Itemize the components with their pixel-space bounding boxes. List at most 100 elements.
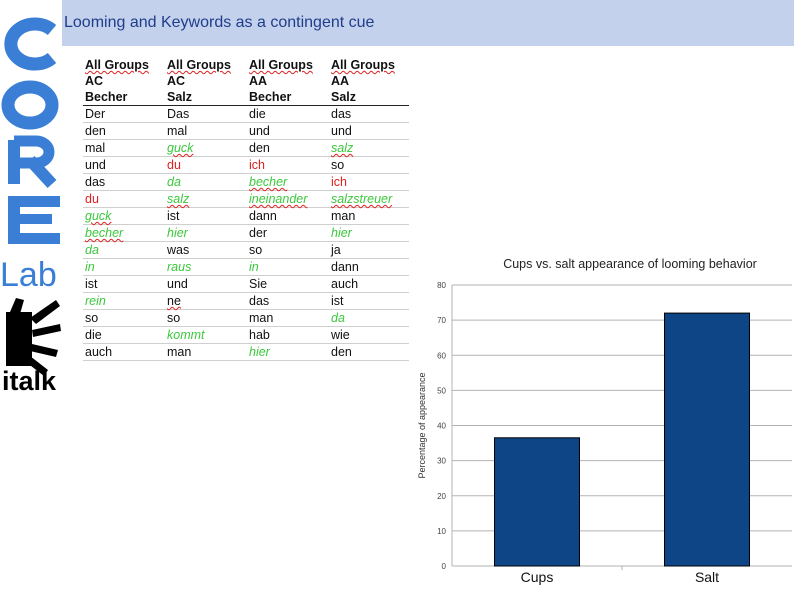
table-cell: so [327, 156, 409, 174]
table-header-cell: All Groups [249, 58, 313, 72]
table-cell: salz [327, 139, 409, 157]
y-tick-label: 20 [437, 492, 446, 501]
table-cell: in [245, 258, 327, 276]
bar-salt [664, 312, 750, 567]
table-header-cell: All Groups [85, 58, 149, 72]
table-header-row: All Groups All Groups All Groups All Groups [83, 57, 409, 73]
table-cell: guck [163, 139, 245, 157]
table-cell: raus [163, 258, 245, 276]
table-cell: hier [163, 224, 245, 242]
table-cell: ist [83, 275, 163, 293]
logo-graphic [1, 17, 61, 376]
y-tick-label: 70 [437, 316, 446, 325]
table-cell: ist [327, 292, 409, 310]
table-cell: Der [83, 105, 163, 123]
table-cell: da [83, 241, 163, 259]
looming-bar-chart: Cups vs. salt appearance of looming beha… [417, 257, 792, 585]
table-cell: ineinander [245, 190, 327, 208]
table-header-cell: AA [331, 74, 350, 88]
table-cell: die [83, 326, 163, 344]
table-cell: da [163, 173, 245, 191]
title-bar: Looming and Keywords as a contingent cue [62, 0, 794, 46]
y-axis-label: Percentage of appearance [417, 372, 427, 478]
table-cell: dann [245, 207, 327, 225]
table-cell: du [163, 156, 245, 174]
table-cell: hier [327, 224, 409, 242]
table-row: in raus in dann [83, 258, 409, 276]
table-row: Der Das die das [83, 105, 409, 123]
table-header-cell: AC [85, 74, 104, 88]
table-cell: den [245, 139, 327, 157]
x-tick-label: Salt [695, 569, 719, 585]
table-cell: du [83, 190, 163, 208]
y-tick-label: 60 [437, 351, 446, 360]
table-cell: ist [163, 207, 245, 225]
table-row: guck ist dann man [83, 207, 409, 225]
table-cell: und [163, 275, 245, 293]
table-row: da was so ja [83, 241, 409, 259]
table-cell: dann [327, 258, 409, 276]
table-header-cell: AA [249, 74, 268, 88]
table-cell: den [327, 343, 409, 361]
table-header-cell: AC [167, 74, 186, 88]
table-row: becher hier der hier [83, 224, 409, 242]
table-cell: das [245, 292, 327, 310]
table-cell: in [83, 258, 163, 276]
table-header-cell: All Groups [331, 58, 395, 72]
table-cell: man [327, 207, 409, 225]
chart-title: Cups vs. salt appearance of looming beha… [503, 257, 757, 271]
table-cell: salz [163, 190, 245, 208]
table-row: auch man hier den [83, 343, 409, 361]
table-cell: ne [163, 292, 245, 310]
table-cell: becher [83, 224, 163, 242]
table-cell: und [83, 156, 163, 174]
table-header-cell: Becher [83, 89, 163, 106]
table-cell: ich [245, 156, 327, 174]
table-cell: guck [83, 207, 163, 225]
table-cell: salzstreuer [327, 190, 409, 208]
keyword-table-wrap: All Groups All Groups All Groups All Groups… [83, 57, 409, 361]
table-cell: so [245, 241, 327, 259]
table-row: ist und Sie auch [83, 275, 409, 293]
table-row: die kommt hab wie [83, 326, 409, 344]
table-header-row: AC AC AA AA [83, 73, 409, 89]
y-tick-label: 10 [437, 527, 446, 536]
core-lab-logo: Lab italk [0, 0, 62, 400]
y-tick-label: 80 [437, 281, 446, 290]
table-cell: der [245, 224, 327, 242]
table-cell: mal [83, 139, 163, 157]
table-cell: die [245, 105, 327, 123]
table-row: den mal und und [83, 122, 409, 140]
table-cell: auch [83, 343, 163, 361]
table-cell: Das [163, 105, 245, 123]
table-cell: ich [327, 173, 409, 191]
table-cell: und [245, 122, 327, 140]
table-header-row: Becher Salz Becher Salz [83, 89, 409, 106]
table-cell: wie [327, 326, 409, 344]
table-row: mal guck den salz [83, 139, 409, 157]
table-cell: den [83, 122, 163, 140]
table-header-cell: Becher [245, 89, 327, 106]
table-cell: man [245, 309, 327, 327]
table-header-cell: All Groups [167, 58, 231, 72]
table-row: so so man da [83, 309, 409, 327]
table-header-cell: Salz [163, 89, 245, 106]
table-cell: hab [245, 326, 327, 344]
table-cell: so [83, 309, 163, 327]
table-cell: becher [245, 173, 327, 191]
slide-title: Looming and Keywords as a contingent cue [64, 14, 375, 31]
y-tick-label: 50 [437, 386, 446, 395]
table-cell: so [163, 309, 245, 327]
table-cell: man [163, 343, 245, 361]
bar-cups [494, 437, 580, 567]
keyword-table: All Groups All Groups All Groups All Groups… [83, 57, 409, 361]
table-row: rein ne das ist [83, 292, 409, 310]
x-tick-label: Cups [521, 569, 554, 585]
table-header-cell: Salz [327, 89, 409, 106]
table-cell: da [327, 309, 409, 327]
table-cell: was [163, 241, 245, 259]
table-cell: hier [245, 343, 327, 361]
table-cell: das [327, 105, 409, 123]
table-cell: Sie [245, 275, 327, 293]
logo-italk-text: italk [2, 366, 57, 396]
